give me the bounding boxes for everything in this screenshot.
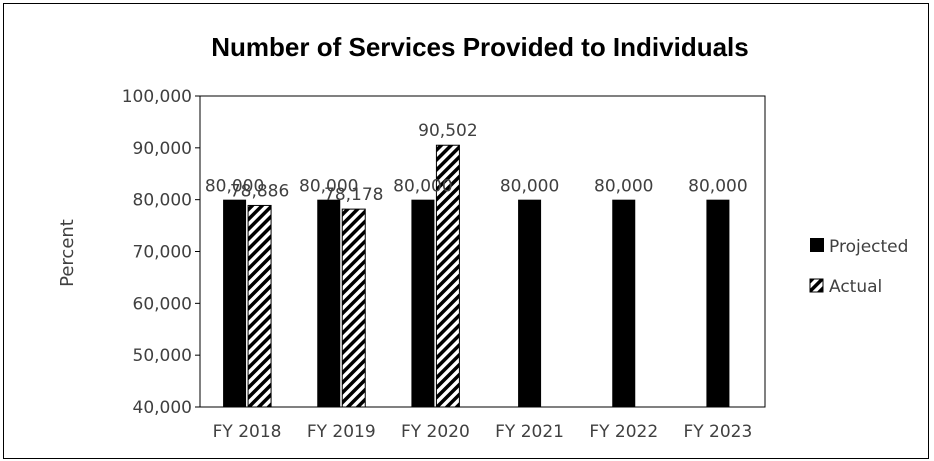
data-label-projected: 80,000 [500, 177, 559, 197]
data-label-projected: 80,000 [299, 177, 358, 197]
y-tick-label: 50,000 [133, 346, 192, 366]
x-axis-ticks: FY 2018 FY 2019 FY 2020 FY 2021 FY 2022 FY 20… [213, 422, 753, 442]
bar-projected [317, 199, 341, 407]
data-label-projected: 80,000 [688, 177, 747, 197]
x-tick-label: FY 2021 [495, 422, 564, 442]
y-tick-label: 90,000 [133, 139, 192, 159]
y-axis-ticks: 40,000 50,000 60,000 70,000 80,000 90,000 100,… [122, 87, 200, 418]
data-label-actual: 90,502 [418, 121, 477, 141]
bar-projected [518, 199, 542, 407]
x-tick-label: FY 2023 [683, 422, 752, 442]
x-tick-label: FY 2019 [307, 422, 376, 442]
bar-projected [706, 199, 730, 407]
legend: Projected Actual [809, 237, 908, 297]
legend-swatch-projected [810, 238, 824, 252]
y-tick-label: 100,000 [122, 87, 192, 107]
bar-projected [612, 199, 636, 407]
bars [223, 144, 730, 408]
legend-label-projected: Projected [829, 237, 908, 257]
y-axis-label: Percent [57, 219, 78, 287]
data-label-projected: 80,000 [594, 177, 653, 197]
legend-label-actual: Actual [829, 277, 882, 297]
chart-title: Number of Services Provided to Individua… [211, 32, 748, 62]
bar-projected [223, 199, 247, 407]
bar-actual [435, 144, 460, 408]
y-tick-label: 40,000 [133, 398, 192, 418]
data-label-actual: 78,886 [230, 181, 289, 201]
data-label-projected: 80,000 [393, 177, 452, 197]
plot-area [199, 95, 766, 408]
legend-swatch-actual [809, 278, 824, 293]
x-tick-label: FY 2020 [401, 422, 470, 442]
x-tick-label: FY 2018 [213, 422, 282, 442]
chart-frame [3, 3, 929, 459]
bar-actual [247, 204, 272, 408]
y-tick-label: 70,000 [133, 243, 192, 263]
data-label-actual: 78,178 [324, 185, 383, 205]
bar-projected [411, 199, 435, 407]
y-tick-label: 60,000 [133, 294, 192, 314]
data-label-projected: 80,000 [205, 177, 264, 197]
bar-actual [341, 208, 366, 408]
x-tick-label: FY 2022 [589, 422, 658, 442]
y-tick-label: 80,000 [133, 191, 192, 211]
